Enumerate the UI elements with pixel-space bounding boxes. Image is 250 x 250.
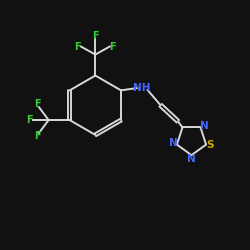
Text: F: F	[110, 42, 116, 51]
Text: F: F	[26, 115, 33, 125]
Text: S: S	[206, 140, 214, 149]
Text: F: F	[34, 99, 40, 109]
Text: F: F	[34, 131, 40, 141]
Text: NH: NH	[133, 83, 151, 93]
Text: N: N	[200, 121, 209, 131]
Text: F: F	[74, 42, 81, 51]
Text: N: N	[187, 154, 196, 164]
Text: F: F	[92, 30, 99, 40]
Text: N: N	[168, 138, 177, 148]
